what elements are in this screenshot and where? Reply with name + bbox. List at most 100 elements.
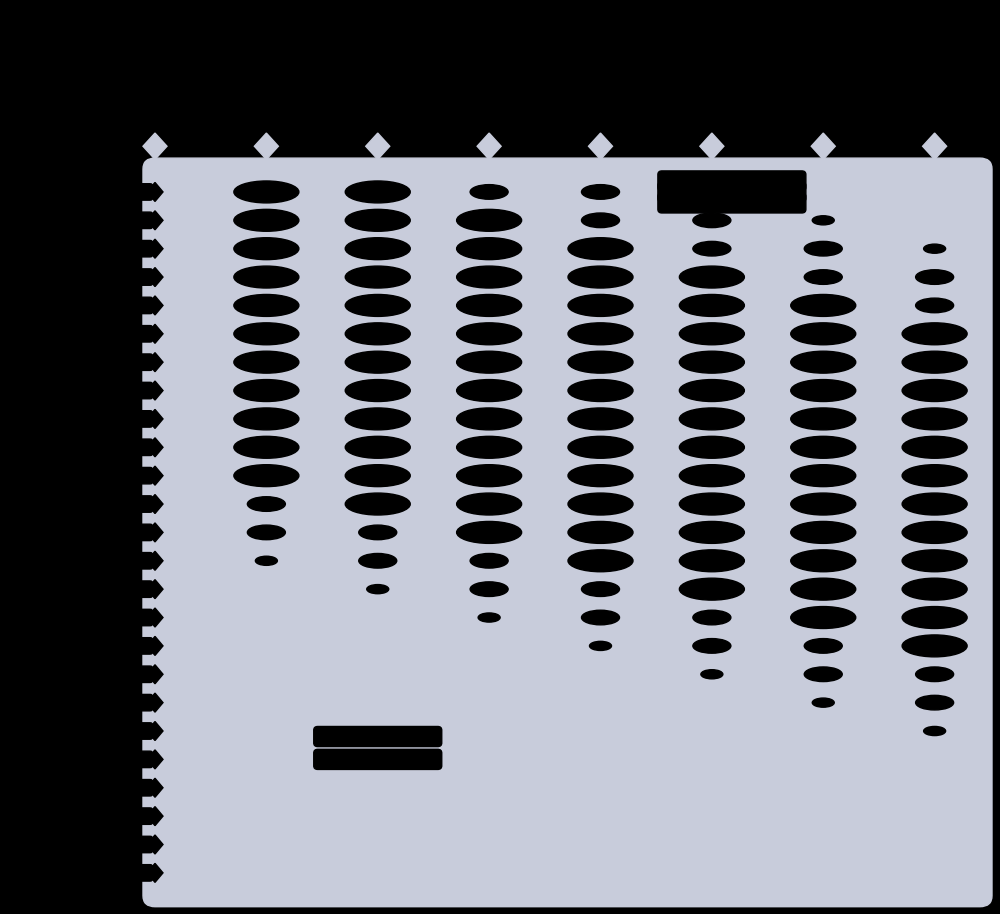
Ellipse shape — [902, 550, 967, 572]
Ellipse shape — [247, 525, 285, 539]
Ellipse shape — [679, 550, 744, 572]
Ellipse shape — [457, 493, 522, 515]
Ellipse shape — [345, 408, 410, 430]
Polygon shape — [147, 664, 163, 684]
Ellipse shape — [234, 238, 299, 260]
Ellipse shape — [916, 298, 954, 313]
Ellipse shape — [679, 294, 744, 316]
Ellipse shape — [568, 521, 633, 543]
Ellipse shape — [791, 550, 856, 572]
Ellipse shape — [902, 351, 967, 373]
Polygon shape — [147, 296, 163, 315]
Ellipse shape — [568, 436, 633, 458]
Ellipse shape — [924, 244, 946, 253]
Ellipse shape — [470, 185, 508, 199]
Ellipse shape — [679, 436, 744, 458]
Ellipse shape — [234, 181, 299, 203]
FancyBboxPatch shape — [17, 638, 153, 654]
Ellipse shape — [693, 639, 731, 654]
Ellipse shape — [791, 351, 856, 373]
FancyBboxPatch shape — [17, 325, 153, 342]
Polygon shape — [811, 133, 835, 159]
FancyBboxPatch shape — [17, 297, 153, 314]
Ellipse shape — [791, 579, 856, 600]
Polygon shape — [147, 353, 163, 372]
Ellipse shape — [902, 635, 967, 657]
FancyBboxPatch shape — [314, 727, 442, 747]
Ellipse shape — [791, 294, 856, 316]
Ellipse shape — [345, 351, 410, 373]
Ellipse shape — [679, 464, 744, 486]
Ellipse shape — [791, 464, 856, 486]
Ellipse shape — [679, 351, 744, 373]
Ellipse shape — [590, 642, 612, 651]
FancyBboxPatch shape — [17, 184, 153, 200]
Ellipse shape — [916, 270, 954, 284]
Polygon shape — [147, 551, 163, 570]
FancyBboxPatch shape — [17, 553, 153, 569]
Ellipse shape — [457, 323, 522, 345]
Ellipse shape — [255, 557, 277, 566]
FancyBboxPatch shape — [17, 212, 153, 228]
Ellipse shape — [791, 493, 856, 515]
Ellipse shape — [367, 585, 389, 594]
FancyBboxPatch shape — [17, 808, 153, 824]
Ellipse shape — [457, 238, 522, 260]
FancyBboxPatch shape — [17, 269, 153, 285]
Ellipse shape — [234, 351, 299, 373]
Ellipse shape — [457, 351, 522, 373]
Ellipse shape — [804, 639, 842, 654]
Ellipse shape — [582, 582, 620, 597]
Ellipse shape — [457, 464, 522, 486]
Polygon shape — [147, 268, 163, 287]
Polygon shape — [147, 807, 163, 825]
FancyBboxPatch shape — [658, 171, 806, 191]
Ellipse shape — [568, 379, 633, 401]
Ellipse shape — [359, 554, 397, 569]
Ellipse shape — [791, 323, 856, 345]
Ellipse shape — [568, 408, 633, 430]
Ellipse shape — [478, 613, 500, 622]
Polygon shape — [147, 835, 163, 854]
FancyBboxPatch shape — [17, 723, 153, 739]
Ellipse shape — [902, 521, 967, 543]
Ellipse shape — [234, 323, 299, 345]
Ellipse shape — [457, 266, 522, 288]
Ellipse shape — [916, 667, 954, 682]
Ellipse shape — [791, 408, 856, 430]
Ellipse shape — [234, 209, 299, 231]
Polygon shape — [147, 693, 163, 712]
Ellipse shape — [812, 698, 834, 707]
Ellipse shape — [568, 493, 633, 515]
Ellipse shape — [234, 294, 299, 316]
Ellipse shape — [902, 493, 967, 515]
Ellipse shape — [902, 464, 967, 486]
Ellipse shape — [679, 323, 744, 345]
Ellipse shape — [345, 238, 410, 260]
FancyBboxPatch shape — [17, 525, 153, 541]
FancyBboxPatch shape — [17, 382, 153, 399]
Polygon shape — [254, 133, 278, 159]
Ellipse shape — [916, 696, 954, 710]
Polygon shape — [147, 466, 163, 485]
Ellipse shape — [247, 496, 285, 511]
Ellipse shape — [470, 582, 508, 597]
FancyBboxPatch shape — [17, 581, 153, 598]
Ellipse shape — [457, 379, 522, 401]
Polygon shape — [147, 721, 163, 740]
Polygon shape — [147, 608, 163, 627]
Ellipse shape — [582, 611, 620, 625]
Ellipse shape — [679, 521, 744, 543]
Ellipse shape — [345, 379, 410, 401]
FancyBboxPatch shape — [17, 780, 153, 796]
Ellipse shape — [791, 607, 856, 629]
Ellipse shape — [345, 266, 410, 288]
Polygon shape — [147, 239, 163, 258]
Ellipse shape — [679, 379, 744, 401]
Polygon shape — [147, 579, 163, 599]
Polygon shape — [147, 494, 163, 514]
Ellipse shape — [345, 181, 410, 203]
Ellipse shape — [568, 351, 633, 373]
Ellipse shape — [902, 607, 967, 629]
Ellipse shape — [701, 670, 723, 679]
